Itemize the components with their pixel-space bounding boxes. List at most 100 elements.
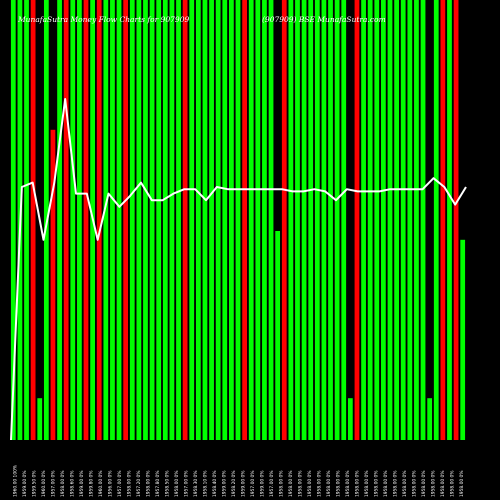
bar-38 [262,0,267,440]
x-tick-label: 1958.00 0% [411,470,417,497]
x-tick-label: 1959.50 0% [31,470,37,497]
x-tick-label: 1960.00 100% [12,465,18,497]
x-tick-labels: 1960.00 100% 1959.00 0% 1959.50 0% 1960.00 … [12,465,465,497]
bar-28 [195,0,201,440]
x-tick-label: 1958.00 0% [421,470,427,497]
bar-0 [10,0,16,440]
bar-48 [328,0,333,440]
bar-68 [460,239,466,440]
bar-30 [209,0,214,440]
bar-60 [407,0,413,440]
bar-63 [427,398,433,440]
chart-subtitle: (907909) BSE MunafaSutra.com [262,15,386,24]
x-tick-label: 1958.60 0% [69,470,75,497]
bar-19 [136,0,142,440]
bar-47 [321,0,327,440]
x-tick-label: 1957.00 0% [250,470,256,497]
bar-20 [143,0,148,440]
bar-50 [341,0,347,440]
x-tick-label: 1957.80 0% [155,470,161,497]
bar-56 [381,0,386,440]
bar-59 [400,0,406,440]
x-tick-label: 1958.20 0% [231,470,237,497]
x-tick-label: 1958.00 0% [145,470,151,497]
x-tick-label: 1957.00 0% [269,470,275,497]
bar-65 [440,0,446,440]
bar-46 [314,0,320,440]
x-tick-label: 1958.00 0% [288,470,294,497]
x-tick-label: 1959.00 0% [79,470,85,497]
bar-55 [374,0,380,440]
x-tick-label: 1958.00 0% [430,470,436,497]
bar-33 [229,0,234,440]
bar-64 [433,0,439,440]
bar-13 [96,0,102,440]
x-tick-label: 1957.20 0% [136,470,142,497]
x-tick-label: 1960.00 0% [98,470,104,497]
x-tick-label: 1959.00 0% [240,470,246,497]
x-tick-label: 1957.00 0% [117,470,123,497]
bar-45 [308,0,314,440]
bar-36 [248,0,254,440]
bar-35 [242,0,247,440]
bar-9 [70,0,76,440]
bar-61 [414,0,419,440]
bar-66 [447,0,452,440]
bar-21 [149,0,155,440]
bar-18 [129,0,135,440]
x-tick-label: 1959.00 0% [22,470,28,497]
bar-27 [189,0,195,440]
bar-series [10,0,466,441]
x-tick-label: 1958.00 0% [373,470,379,497]
bar-67 [453,0,459,440]
x-tick-label: 1958.00 0% [278,470,284,497]
bar-52 [354,0,360,440]
line-series-path [10,98,467,441]
x-tick-label: 1959.00 0% [221,470,227,497]
bar-40 [275,231,281,440]
bar-16 [116,0,122,440]
bar-32 [222,0,228,440]
x-tick-label: 1958.00 0% [316,470,322,497]
bar-31 [215,0,221,440]
x-tick-label: 1958.00 0% [440,470,446,497]
bar-43 [295,0,300,440]
bar-49 [334,0,340,440]
x-tick-label: 1958.00 0% [126,470,132,497]
bar-17 [123,0,129,440]
x-tick-label: 1958.00 0% [383,470,389,497]
bar-54 [367,0,373,440]
x-tick-label: 1958.00 0% [297,470,303,497]
x-tick-label: 1957.00 0% [50,470,56,497]
bar-29 [202,0,208,440]
bar-57 [387,0,393,440]
x-tick-label: 1957.00 0% [183,470,189,497]
bar-58 [394,0,399,440]
bar-6 [50,129,56,441]
x-tick-label: 1958.00 0% [345,470,351,497]
x-tick-label: 1958.30 0% [193,470,199,497]
bar-22 [156,0,162,440]
bar-24 [169,0,175,440]
bar-14 [103,0,109,440]
x-tick-label: 1958.00 0% [335,470,341,497]
bar-62 [420,0,426,440]
x-tick-label: 1958.00 0% [326,470,332,497]
bar-11 [83,0,89,440]
x-tick-label: 1959.80 0% [88,470,94,497]
bar-53 [361,0,366,440]
x-tick-label: 1958.10 0% [202,470,208,497]
bar-3 [30,0,36,440]
bar-39 [268,0,274,440]
bar-25 [176,0,181,440]
x-tick-label: 1958.00 0% [354,470,360,497]
x-tick-label: 1959.00 0% [259,470,265,497]
bar-44 [301,0,307,440]
bar-23 [162,0,168,440]
x-tick-label: 1958.00 0% [60,470,66,497]
bar-8 [63,0,69,440]
x-tick-label: 1958.00 0% [449,470,455,497]
x-tick-label: 1956.00 0% [107,470,113,497]
bar-26 [182,0,188,440]
bar-15 [110,0,115,440]
